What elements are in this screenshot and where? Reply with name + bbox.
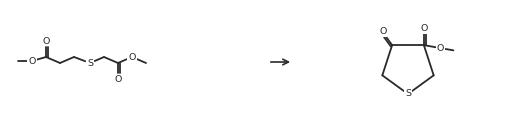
Text: S: S <box>405 90 411 98</box>
Text: O: O <box>420 24 428 33</box>
Text: O: O <box>115 74 122 84</box>
Text: O: O <box>42 36 50 46</box>
Text: O: O <box>128 52 136 62</box>
Text: O: O <box>379 27 386 36</box>
Text: O: O <box>29 56 36 66</box>
Text: O: O <box>437 44 444 53</box>
Text: S: S <box>87 58 93 68</box>
